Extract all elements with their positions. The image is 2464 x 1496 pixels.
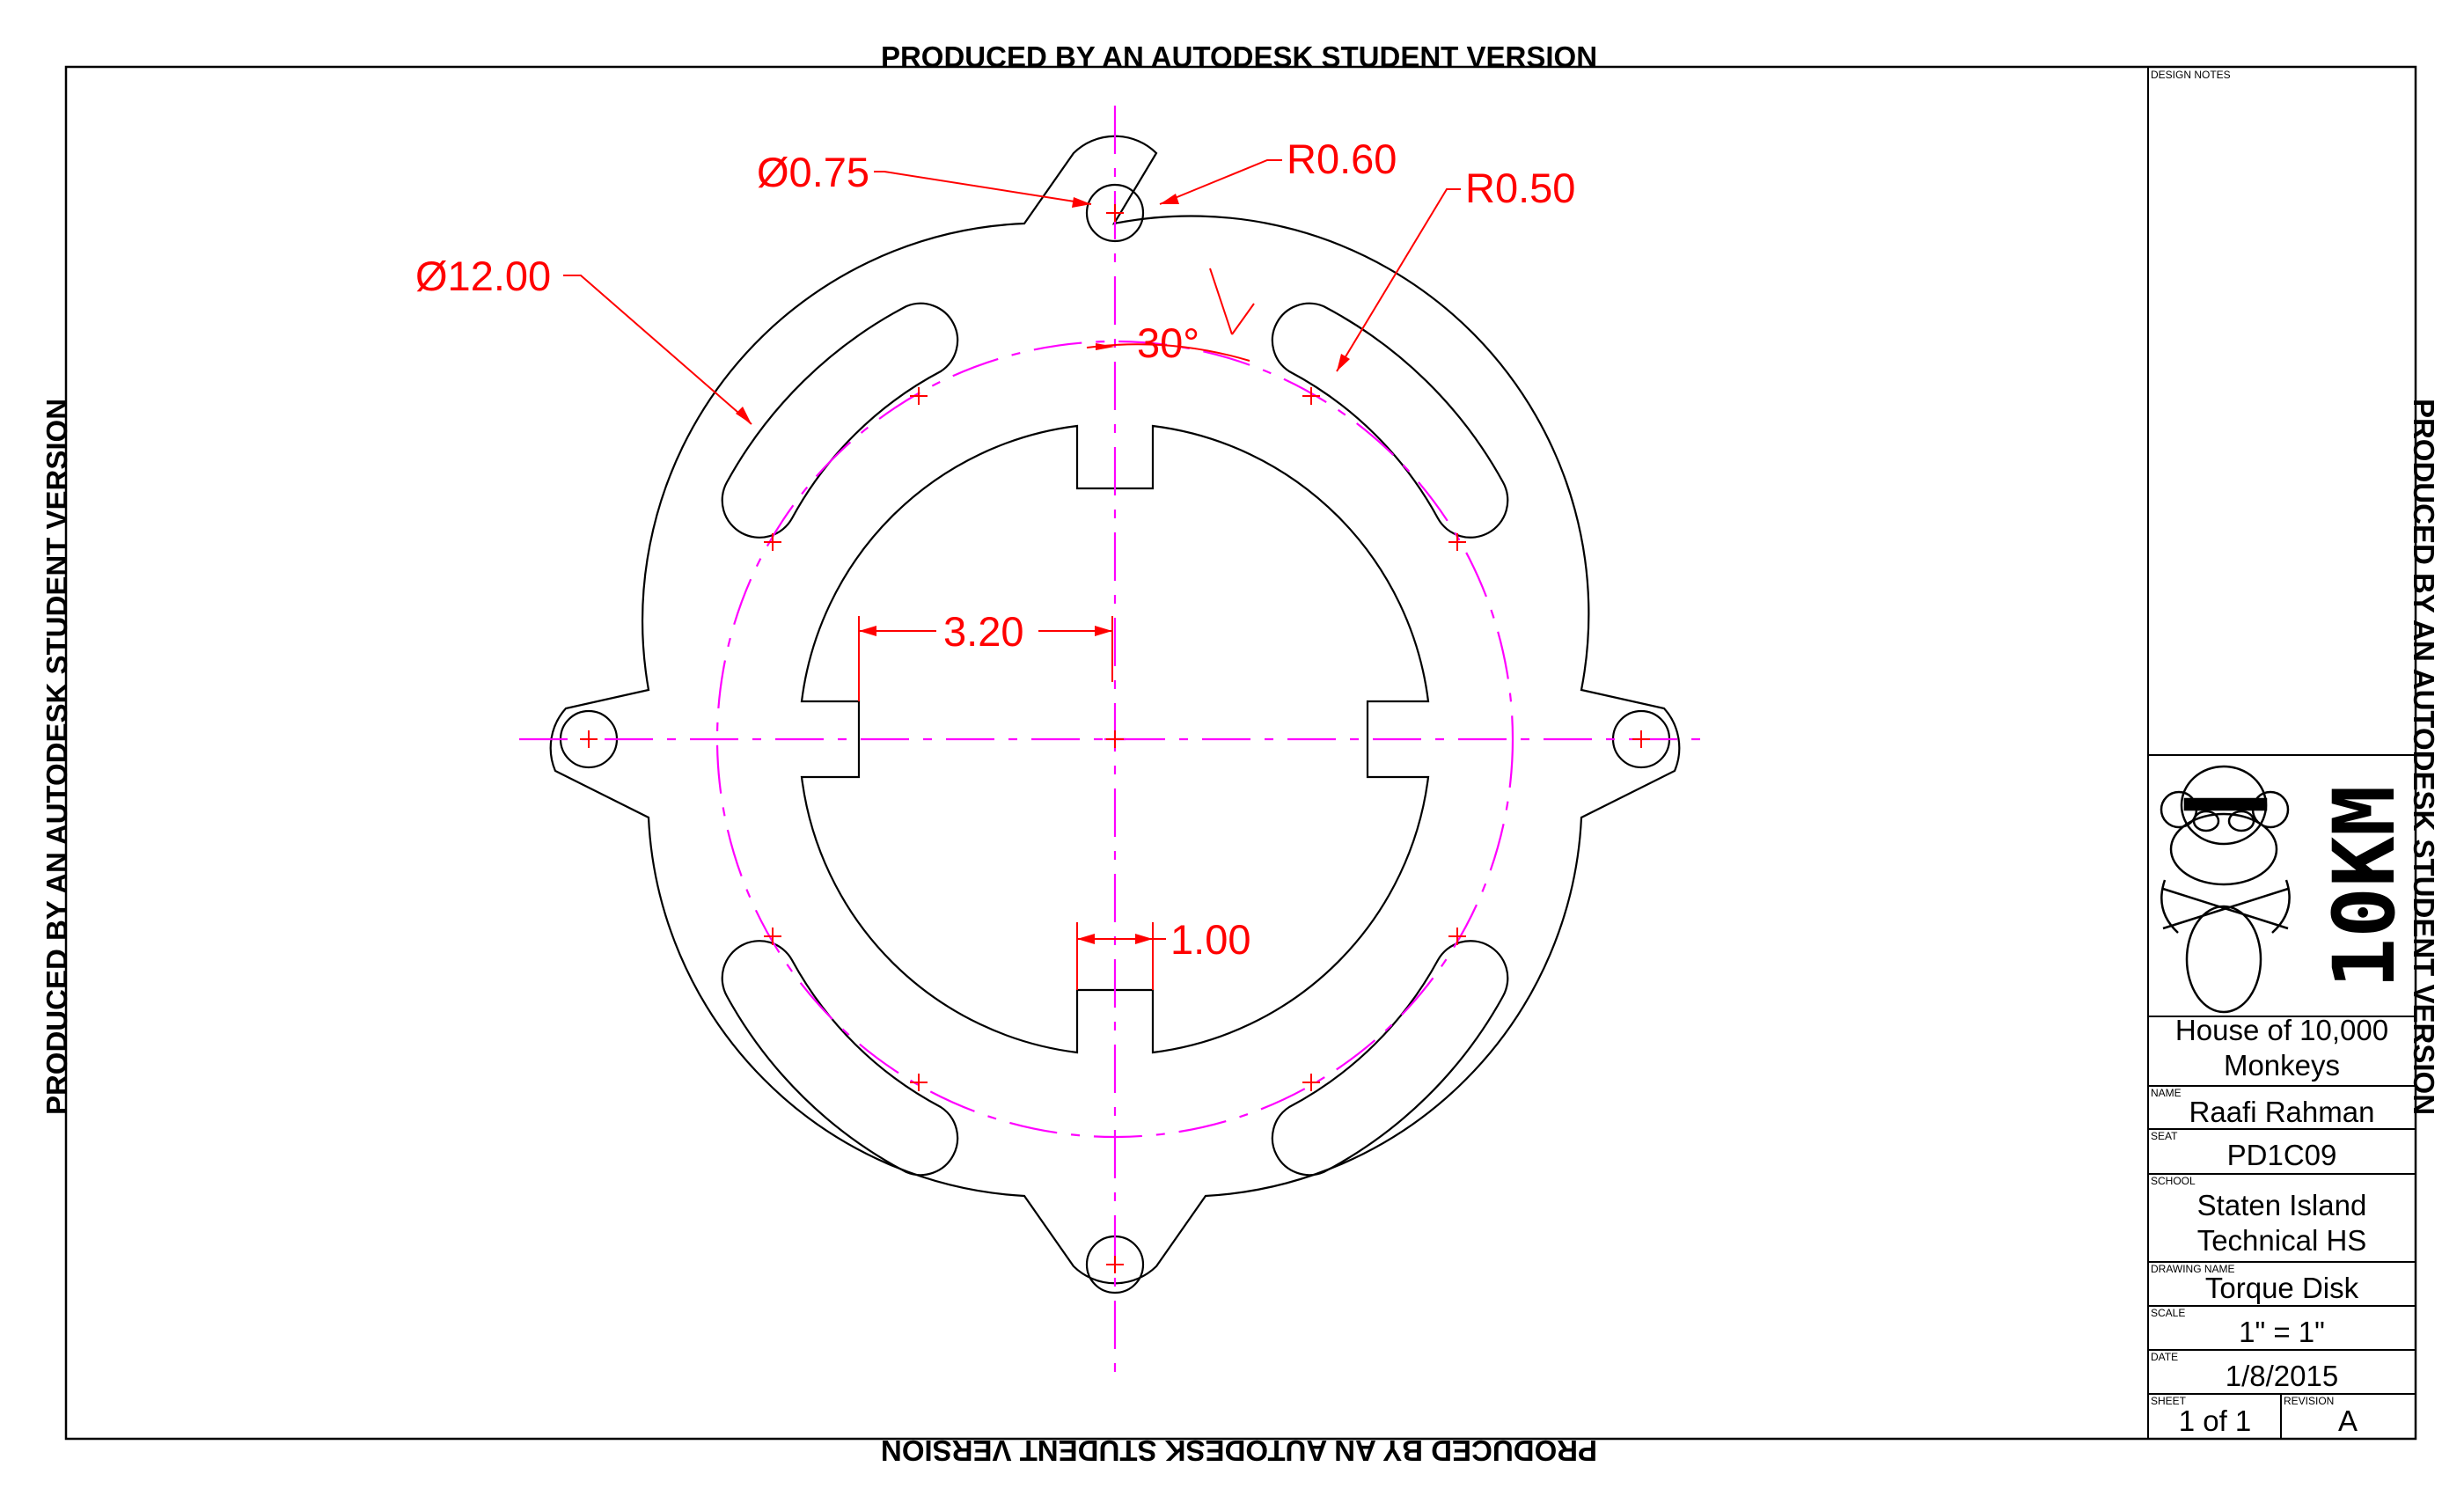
scale-label: SCALE	[2151, 1307, 2185, 1319]
dim-slot-radius: R0.50	[1465, 165, 1575, 211]
sheet-label: SHEET	[2151, 1395, 2187, 1407]
dim-lobe-radius: R0.60	[1287, 136, 1397, 182]
dimension-annotations: Ø0.75 R0.60 R0.50 Ø12.00 30° 3.20	[415, 136, 1575, 990]
revision-label: REVISION	[2284, 1395, 2334, 1407]
school-line2: Technical HS	[2197, 1224, 2367, 1257]
10km-logo: 10KM	[2315, 785, 2414, 988]
date-value: 1/8/2015	[2226, 1360, 2338, 1392]
drawing-name-value: Torque Disk	[2205, 1272, 2359, 1304]
title-block: DESIGN NOTES 10KM House of 10,000 Monkey…	[2147, 67, 2416, 1439]
center-marks	[580, 204, 1650, 1273]
slot-top-right	[1271, 302, 1509, 539]
dim-outer-diameter: Ø12.00	[415, 253, 551, 299]
school-line1: Staten Island	[2197, 1189, 2367, 1221]
name-value: Raafi Rahman	[2189, 1096, 2375, 1128]
watermark-top: PRODUCED BY AN AUTODESK STUDENT VERSION	[881, 40, 1597, 73]
date-label: DATE	[2151, 1351, 2178, 1363]
dim-angle: 30°	[1137, 319, 1199, 366]
company-line1: House of 10,000	[2175, 1014, 2388, 1046]
slot-bottom-left	[721, 940, 959, 1177]
logo-text: 10KM	[2315, 785, 2414, 988]
name-label: NAME	[2151, 1087, 2182, 1099]
drawing-border	[64, 65, 2417, 1441]
slot-bottom-right	[1271, 940, 1509, 1177]
watermark-bottom: PRODUCED BY AN AUTODESK STUDENT VERSION	[881, 1434, 1597, 1467]
slot-top-left	[721, 302, 959, 539]
watermark-left: PRODUCED BY AN AUTODESK STUDENT VERSION	[40, 399, 73, 1115]
scale-value: 1" = 1"	[2239, 1316, 2325, 1348]
design-notes-label: DESIGN NOTES	[2151, 69, 2231, 81]
outer-profile	[549, 135, 1681, 1285]
dim-inner-offset: 3.20	[943, 608, 1023, 655]
monkey-logo-icon	[2160, 765, 2291, 1014]
seat-value: PD1C09	[2227, 1139, 2337, 1171]
inner-bore-with-notches	[800, 424, 1430, 1054]
sheet-value: 1 of 1	[2179, 1404, 2252, 1437]
revision-value: A	[2338, 1404, 2358, 1437]
bolt-hole-top	[1085, 183, 1145, 243]
drawing-name-label: DRAWING NAME	[2151, 1263, 2235, 1275]
watermark-right: PRODUCED BY AN AUTODESK STUDENT VERSION	[2408, 399, 2440, 1115]
dim-notch-width: 1.00	[1170, 916, 1250, 963]
dim-hole-diameter: Ø0.75	[757, 149, 869, 195]
company-line2: Monkeys	[2224, 1049, 2340, 1082]
school-label: SCHOOL	[2151, 1175, 2196, 1187]
seat-label: SEAT	[2151, 1130, 2178, 1142]
